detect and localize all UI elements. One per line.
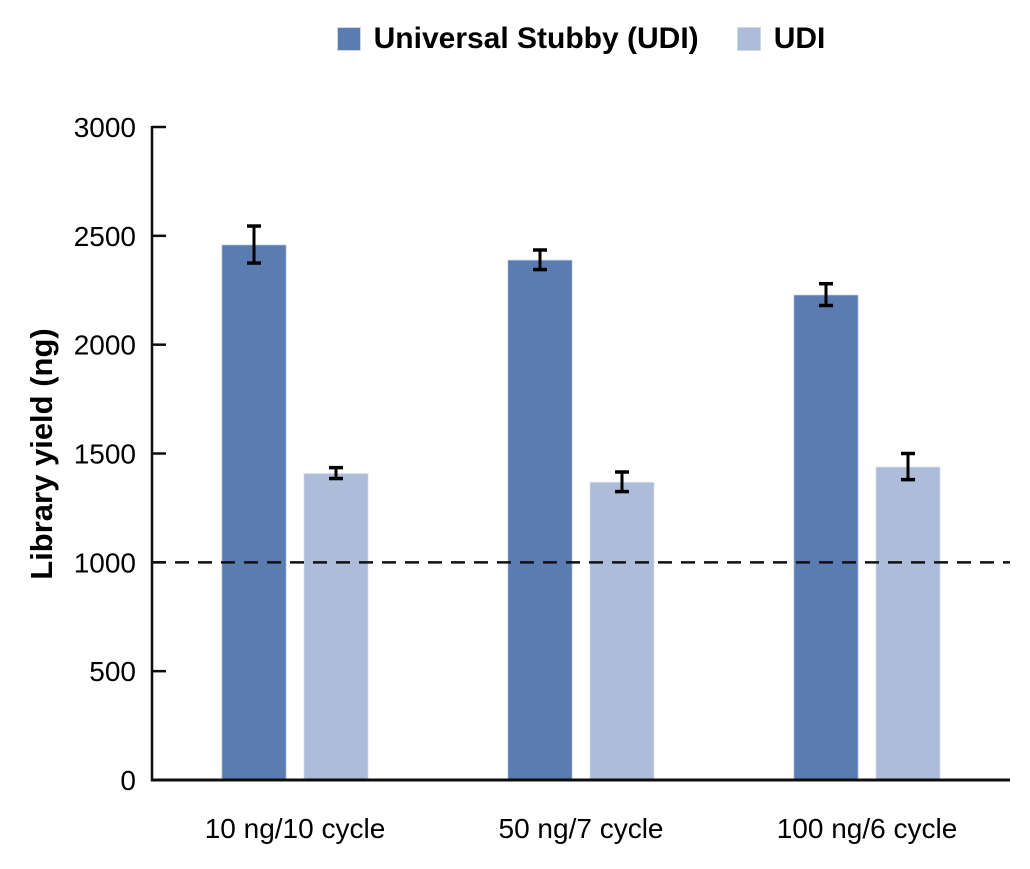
- legend-swatch-udi-icon: [736, 27, 761, 51]
- x-category-label: 50 ng/7 cycle: [499, 813, 664, 844]
- legend-item-udi: UDI: [736, 22, 826, 56]
- bar-series0-cat1: [506, 259, 574, 781]
- legend-label-universal-stubby: Universal Stubby (UDI): [373, 22, 699, 55]
- x-category-label: 10 ng/10 cycle: [205, 813, 386, 844]
- x-category-label: 100 ng/6 cycle: [777, 813, 958, 844]
- bar-series0-cat0: [220, 243, 288, 781]
- legend-item-universal-stubby: Universal Stubby (UDI): [336, 22, 699, 56]
- y-tick-label: 0: [120, 765, 136, 796]
- legend: Universal Stubby (UDI) UDI: [152, 22, 1010, 56]
- y-tick-label: 1000: [74, 547, 136, 578]
- y-tick-label: 2500: [74, 221, 136, 252]
- y-tick-label: 500: [89, 656, 136, 687]
- bar-series1-cat1: [588, 481, 656, 781]
- bar-series1-cat2: [874, 465, 942, 781]
- y-tick-label: 3000: [74, 112, 136, 143]
- bar-series1-cat0: [302, 472, 370, 781]
- y-tick-label: 2000: [74, 330, 136, 361]
- y-tick-label: 1500: [74, 439, 136, 470]
- legend-swatch-universal-stubby-icon: [336, 27, 361, 51]
- bar-series0-cat2: [792, 293, 860, 781]
- legend-label-udi: UDI: [773, 22, 826, 55]
